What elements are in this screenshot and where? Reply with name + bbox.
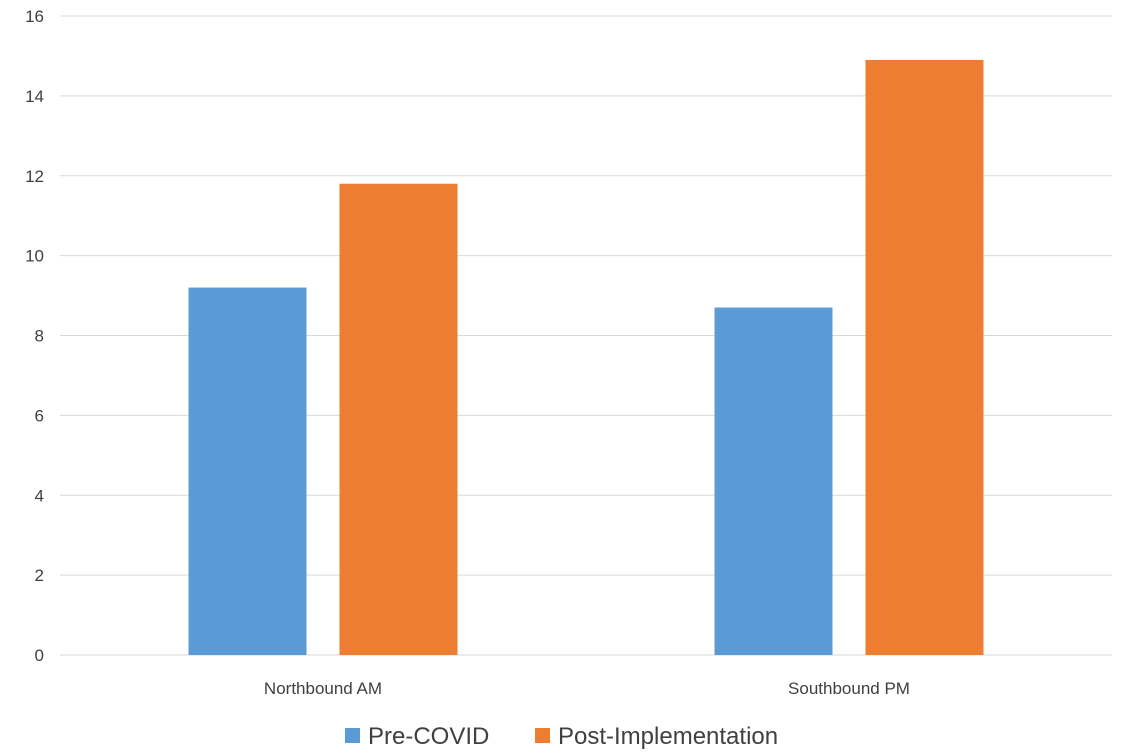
x-axis-category-labels: Northbound AM Southbound PM (264, 679, 910, 698)
legend-item-post-implementation[interactable]: Post-Implementation (535, 723, 778, 750)
bar-post-implementation-southbound-pm[interactable] (865, 59, 984, 655)
y-tick-label: 16 (25, 7, 44, 26)
legend-label: Post-Implementation (558, 723, 778, 750)
y-tick-label: 10 (25, 247, 44, 266)
legend-label: Pre-COVID (368, 723, 489, 750)
y-tick-label: 12 (25, 167, 44, 186)
x-category-label: Northbound AM (264, 679, 382, 698)
bars (188, 59, 984, 656)
y-tick-label: 14 (25, 87, 44, 106)
bar-pre-covid-southbound-pm[interactable] (714, 307, 833, 655)
y-axis-tick-labels: 0 2 4 6 8 10 12 14 16 (25, 7, 44, 665)
y-tick-label: 4 (35, 486, 44, 505)
y-tick-label: 2 (35, 566, 44, 585)
legend-swatch (535, 728, 550, 743)
y-tick-label: 8 (35, 327, 44, 346)
x-category-label: Southbound PM (788, 679, 910, 698)
y-tick-label: 6 (35, 406, 44, 425)
bar-post-implementation-northbound-am[interactable] (339, 183, 458, 656)
legend[interactable]: Pre-COVID Post-Implementation (345, 723, 778, 750)
bar-pre-covid-northbound-am[interactable] (188, 287, 307, 655)
y-tick-label: 0 (35, 646, 44, 665)
legend-item-pre-covid[interactable]: Pre-COVID (345, 723, 489, 750)
legend-swatch (345, 728, 360, 743)
